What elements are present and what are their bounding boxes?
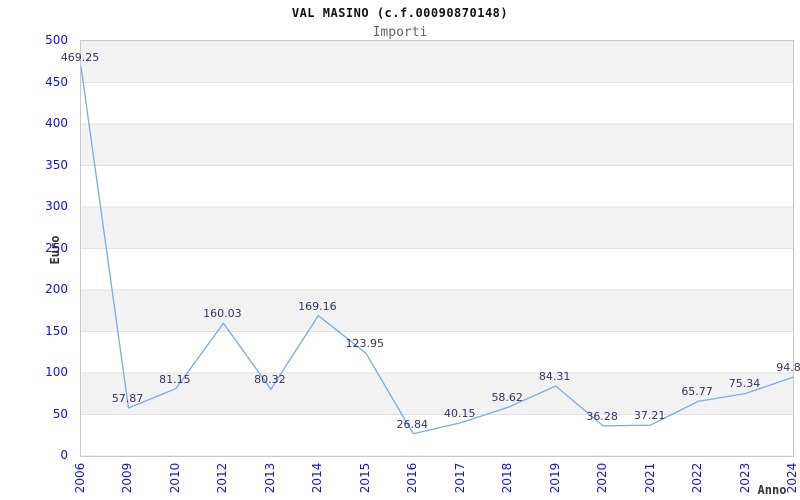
x-tick-label: 2018 <box>500 462 515 494</box>
data-point-label: 94.83 <box>776 361 800 375</box>
band-row <box>81 124 793 166</box>
data-point-label: 80.32 <box>254 373 286 387</box>
y-tick-label: 200 <box>45 282 68 296</box>
x-tick-label: 2022 <box>690 462 705 494</box>
y-tick-label: 300 <box>45 199 68 213</box>
band-row <box>81 207 793 249</box>
x-tick-label: 2014 <box>310 462 325 494</box>
x-tick-label: 2019 <box>547 462 562 494</box>
data-point-label: 36.28 <box>586 409 618 423</box>
data-point-label: 75.34 <box>728 377 761 391</box>
x-tick-label: 2024 <box>785 462 799 494</box>
x-tick-label: 2009 <box>120 462 135 494</box>
data-point-label: 26.84 <box>396 417 429 431</box>
data-point-label: 40.15 <box>443 406 476 420</box>
data-point-label: 57.87 <box>111 391 144 405</box>
x-tick-label: 2017 <box>452 462 467 494</box>
data-point-label: 469.25 <box>60 50 100 64</box>
data-point-label: 81.15 <box>159 372 191 386</box>
y-tick-label: 50 <box>52 406 68 421</box>
data-point-label: 169.16 <box>298 299 337 313</box>
band-row <box>81 41 793 83</box>
chart-title: VAL MASINO (c.f.00090870148) <box>291 6 509 20</box>
y-tick-label: 450 <box>45 74 68 89</box>
chart-subtitle: Importi <box>372 25 428 40</box>
y-tick-label: 500 <box>45 33 68 47</box>
x-tick-label: 2016 <box>405 462 420 494</box>
y-tick-label: 100 <box>45 365 68 379</box>
x-tick-label: 2020 <box>595 462 610 494</box>
x-axis-title: Anno <box>757 483 787 497</box>
x-tick-label: 2010 <box>167 462 182 494</box>
data-point-label: 123.95 <box>345 337 385 351</box>
data-point-label: 58.62 <box>491 391 523 405</box>
y-tick-label: 400 <box>45 116 68 130</box>
y-tick-label: 350 <box>45 157 68 172</box>
x-tick-label: 2012 <box>215 462 230 494</box>
band-row <box>81 373 793 415</box>
data-point-label: 65.77 <box>681 385 713 399</box>
data-point-label: 84.31 <box>538 370 571 384</box>
y-tick-label: 0 <box>60 448 68 462</box>
y-tick-label: 150 <box>45 323 68 338</box>
plot-area <box>80 40 794 457</box>
data-point-label: 160.03 <box>203 307 242 321</box>
x-tick-label: 2021 <box>642 462 657 494</box>
y-tick-label: 250 <box>45 240 68 255</box>
data-point-label: 37.21 <box>633 409 666 423</box>
x-tick-label: 2006 <box>73 462 87 494</box>
chart-canvas <box>81 41 793 456</box>
band-row <box>81 290 793 332</box>
x-tick-label: 2023 <box>737 462 752 494</box>
data-series-line <box>81 66 793 435</box>
x-tick-label: 2015 <box>357 462 372 494</box>
x-tick-label: 2013 <box>262 462 277 494</box>
